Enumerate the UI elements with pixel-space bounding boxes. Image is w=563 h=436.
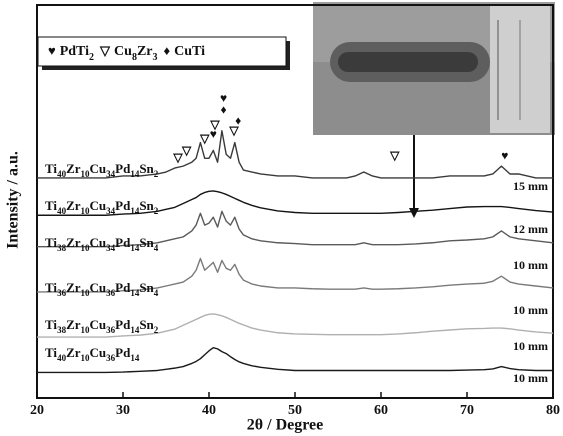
peak-marker: ♥ xyxy=(210,127,217,141)
x-tick-label: 20 xyxy=(30,403,44,418)
legend-label: PdTi2 xyxy=(60,44,94,63)
x-tick-label: 30 xyxy=(116,403,130,418)
thickness-label: 10 mm xyxy=(513,371,548,385)
series-label: Ti40Zr10Cu34Pd14Sn2 xyxy=(45,198,159,216)
x-tick-label: 80 xyxy=(546,403,560,418)
arrow-head xyxy=(409,208,419,218)
thickness-label: 12 mm xyxy=(513,222,548,236)
legend-box xyxy=(37,36,287,67)
legend-label: CuTi xyxy=(174,44,205,59)
x-axis-label: 2θ / Degree xyxy=(247,417,323,434)
x-tick-label: 70 xyxy=(460,403,474,418)
peak-marker: ▽ xyxy=(389,148,400,162)
series-label: Ti38Zr10Cu36Pd14Sn2 xyxy=(45,317,159,335)
y-axis-label: Intensity / a.u. xyxy=(5,151,22,249)
legend-label: Cu8Zr3 xyxy=(114,44,157,63)
peak-marker: ▽ xyxy=(228,123,239,137)
peak-marker: ▽ xyxy=(209,117,220,131)
series-line xyxy=(37,257,554,293)
x-tick-label: 50 xyxy=(288,403,302,418)
series-line xyxy=(37,190,554,216)
x-tick-label: 40 xyxy=(202,403,216,418)
x-tick-label: 60 xyxy=(374,403,388,418)
legend-symbol: ♥ xyxy=(48,43,56,58)
thickness-label: 10 mm xyxy=(513,303,548,317)
peak-marker: ▽ xyxy=(172,150,183,164)
series-label: Ti40Zr10Cu34Pd14Sn2 xyxy=(45,161,159,179)
series-line xyxy=(37,210,554,248)
series-line xyxy=(37,130,553,179)
peak-marker: ♦ xyxy=(235,113,241,127)
series-label: Ti36Zr10Cu36Pd14Sn4 xyxy=(45,280,159,298)
thickness-label: 15 mm xyxy=(513,179,548,193)
legend-symbol: ▽ xyxy=(99,43,111,58)
peak-marker: ▽ xyxy=(199,132,210,146)
series-line xyxy=(37,347,553,374)
legend-symbol: ♦ xyxy=(164,43,171,58)
series-label: Ti40Zr10Cu36Pd14 xyxy=(45,345,140,363)
thickness-label: 10 mm xyxy=(513,258,548,272)
inset-photo xyxy=(313,2,555,135)
thickness-label: 10 mm xyxy=(513,339,548,353)
series-line xyxy=(37,313,554,338)
peak-marker: ♥ xyxy=(220,91,227,105)
peak-marker: ♦ xyxy=(221,102,227,116)
peak-marker: ▽ xyxy=(181,143,192,157)
peak-marker: ♥ xyxy=(501,148,508,162)
series-label: Ti38Zr10Cu34Pd14Sn4 xyxy=(45,235,159,253)
